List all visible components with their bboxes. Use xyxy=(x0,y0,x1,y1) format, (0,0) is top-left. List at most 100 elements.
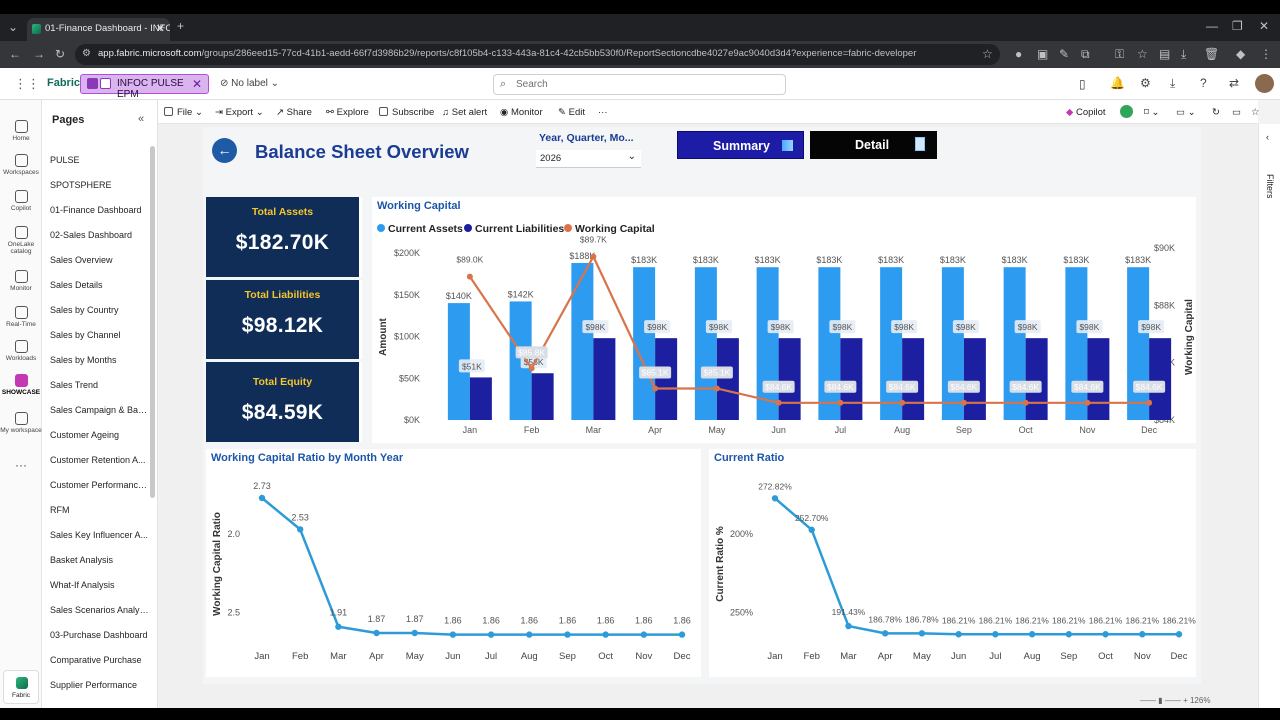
working-capital-point[interactable] xyxy=(960,399,967,406)
nav-item-workspaces[interactable]: Workspaces xyxy=(0,154,42,176)
ratio-point[interactable] xyxy=(296,526,304,533)
back-icon[interactable]: ← xyxy=(9,47,21,61)
working-capital-point[interactable] xyxy=(1084,399,1091,406)
ratio-point[interactable] xyxy=(678,631,686,638)
monitor-button[interactable]: ◉ Monitor xyxy=(500,107,543,118)
nav-item-my-workspace[interactable]: My workspace xyxy=(0,412,42,434)
current-liabilities-bar[interactable] xyxy=(1087,338,1110,420)
ratio-point[interactable] xyxy=(955,631,962,638)
ratio-point[interactable] xyxy=(845,622,852,630)
page-item[interactable]: Sales by Months xyxy=(50,355,117,365)
url-input[interactable]: ⚙ app.fabric.microsoft.com/groups/286eed… xyxy=(75,44,1000,65)
page-item[interactable]: Sales Details xyxy=(50,280,103,290)
close-window-icon[interactable]: ✕ xyxy=(1259,19,1270,33)
working-capital-point[interactable] xyxy=(528,365,535,372)
explore-button[interactable]: ⚯ Explore xyxy=(326,107,369,118)
close-tab-icon[interactable]: ✕ xyxy=(155,23,165,35)
ratio-point[interactable] xyxy=(881,630,889,637)
current-assets-bar[interactable] xyxy=(633,267,656,420)
ratio-point[interactable] xyxy=(1175,631,1183,638)
current-assets-bar[interactable] xyxy=(756,267,779,420)
working-capital-point[interactable] xyxy=(1146,399,1153,406)
ratio-point[interactable] xyxy=(564,631,571,638)
page-item[interactable]: 03-Purchase Dashboard xyxy=(50,630,148,640)
current-assets-bar[interactable] xyxy=(1003,267,1026,420)
collections-icon[interactable]: ▤ xyxy=(1159,47,1171,61)
ratio-point[interactable] xyxy=(373,629,380,637)
page-item[interactable]: Basket Analysis xyxy=(50,555,114,565)
pen-icon[interactable]: ✎ xyxy=(1059,47,1070,61)
filters-pane[interactable]: ‹ Filters xyxy=(1258,124,1280,708)
nav-item-real-time[interactable]: Real-Time xyxy=(0,306,42,328)
page-item[interactable]: Customer Retention A... xyxy=(50,455,146,465)
extension-icon[interactable]: ● xyxy=(1015,47,1023,61)
tab-search-icon[interactable]: ⌄ xyxy=(8,20,19,34)
more-options-button[interactable]: ··· xyxy=(598,107,608,118)
page-item[interactable]: 02-Sales Dashboard xyxy=(50,230,133,240)
current-liabilities-bar[interactable] xyxy=(469,377,492,420)
current-assets-bar[interactable] xyxy=(941,267,964,420)
avatar[interactable] xyxy=(1255,74,1274,93)
download-icon[interactable]: ⤓ xyxy=(1170,76,1176,90)
ratio-point[interactable] xyxy=(1028,631,1036,638)
current-assets-bar[interactable] xyxy=(818,267,841,420)
page-item[interactable]: Sales by Country xyxy=(50,305,119,315)
working-capital-point[interactable] xyxy=(713,385,720,392)
back-button[interactable]: ← xyxy=(212,138,237,163)
working-capital-point[interactable] xyxy=(1022,399,1029,406)
layout-icon[interactable]: ▯ xyxy=(1079,77,1086,91)
current-liabilities-bar[interactable] xyxy=(531,373,554,420)
new-tab-icon[interactable]: + xyxy=(177,19,185,33)
ratio-line[interactable] xyxy=(774,497,1179,636)
ratio-point[interactable] xyxy=(449,631,457,638)
ratio-point[interactable] xyxy=(918,630,926,637)
key-icon[interactable]: ⚿ xyxy=(1115,47,1125,61)
edit-button[interactable]: ✎ Edit xyxy=(558,107,585,118)
expand-filters-icon[interactable]: ‹ xyxy=(1266,132,1269,142)
site-info-icon[interactable]: ⚙ xyxy=(82,48,91,59)
nav-item-onelake-catalog[interactable]: OneLake catalog xyxy=(0,226,42,255)
page-item[interactable]: SPOTSPHERE xyxy=(50,180,112,190)
copilot-button[interactable]: ◆ Copilot xyxy=(1066,107,1106,118)
notifications-icon[interactable]: 🔔 xyxy=(1110,76,1125,90)
pages-scrollbar[interactable] xyxy=(150,146,155,498)
reload-report-icon[interactable]: ↻ xyxy=(1212,107,1220,118)
workspace-chip[interactable]: INFOC PULSE EPM ✕ xyxy=(80,74,209,100)
page-item[interactable]: What-If Analysis xyxy=(50,580,115,590)
nav-item-workloads[interactable]: Workloads xyxy=(0,340,42,362)
help-icon[interactable]: ? xyxy=(1200,76,1207,90)
current-ratio-card[interactable]: Current Ratio Current Ratio % 200% 250% 272… xyxy=(709,449,1196,677)
browser-tab[interactable]: 01-Finance Dashboard - INFOC ✕ xyxy=(27,18,170,41)
current-liabilities-bar[interactable] xyxy=(593,338,616,420)
current-liabilities-bar[interactable] xyxy=(1025,338,1048,420)
ratio-point[interactable] xyxy=(411,629,418,637)
nav-item-copilot[interactable]: Copilot xyxy=(0,190,42,212)
app-launcher-icon[interactable]: ⋮⋮ xyxy=(14,76,40,91)
more-icon[interactable]: ··· xyxy=(15,458,27,472)
minimize-icon[interactable]: — xyxy=(1206,19,1218,33)
working-capital-point[interactable] xyxy=(590,253,597,260)
current-assets-bar[interactable] xyxy=(1065,267,1088,420)
profile-icon[interactable]: ◆ xyxy=(1236,47,1246,61)
file-menu[interactable]: File ⌄ xyxy=(164,107,203,118)
bookmark-star-icon[interactable]: ☆ xyxy=(982,47,993,61)
working-capital-point[interactable] xyxy=(466,273,473,280)
page-item[interactable]: PULSE xyxy=(50,155,80,165)
ratio-point[interactable] xyxy=(1139,631,1146,638)
current-assets-bar[interactable] xyxy=(880,267,903,420)
wc-ratio-chart[interactable]: Working Capital Ratio 2.0 2.5 2.73 Jan 2.53 Fe… xyxy=(206,449,701,677)
current-liabilities-bar[interactable] xyxy=(716,338,739,420)
share-button[interactable]: ↗ Share xyxy=(276,107,312,118)
current-liabilities-bar[interactable] xyxy=(655,338,678,420)
wc-ratio-card[interactable]: Working Capital Ratio by Month Year Work… xyxy=(206,449,701,677)
refresh-status-icon[interactable] xyxy=(1120,105,1133,118)
settings-icon[interactable]: ⚙ xyxy=(1140,76,1151,90)
detail-button[interactable]: Detail xyxy=(810,131,937,159)
view-icon[interactable]: ▭ ⌄ xyxy=(1176,107,1196,118)
page-item[interactable]: RFM xyxy=(50,505,70,515)
ratio-point[interactable] xyxy=(1065,631,1073,638)
nav-item-showcase[interactable]: SHOWCASE xyxy=(0,374,42,396)
ratio-point[interactable] xyxy=(1102,631,1109,638)
bookmark-icon[interactable]: ⌑ ⌄ xyxy=(1144,107,1160,118)
page-item[interactable]: Sales Trend xyxy=(50,380,99,390)
